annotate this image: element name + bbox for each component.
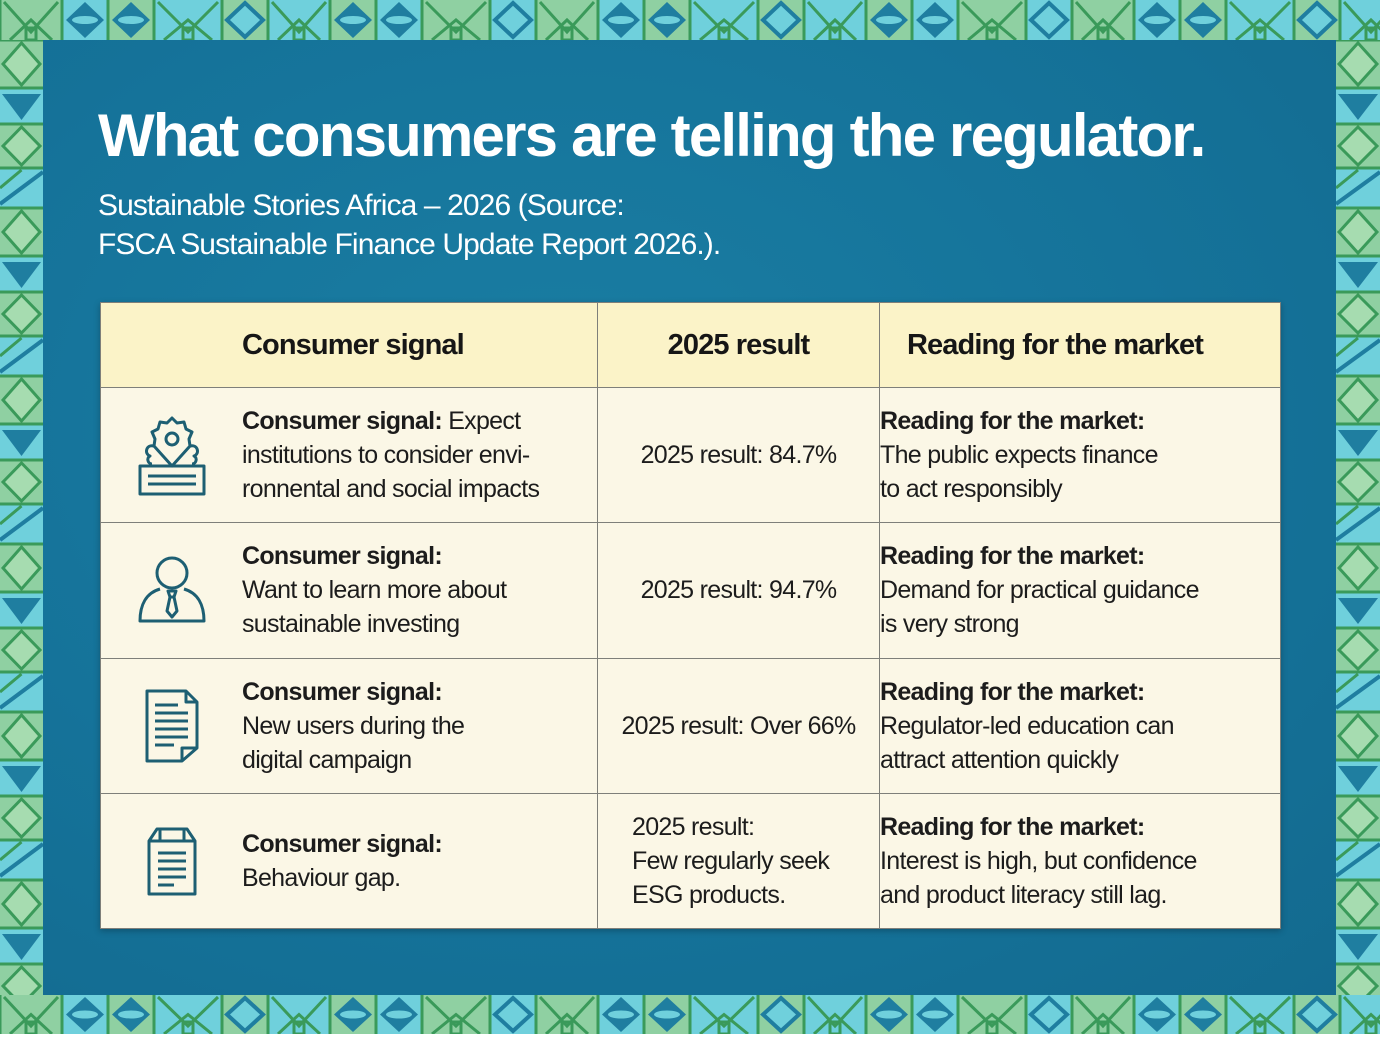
signal-line: Want to learn more about <box>242 576 507 605</box>
table-row: Consumer signal: Want to learn more abou… <box>100 522 1281 659</box>
page-title: What consumers are telling the regulator… <box>98 102 1206 169</box>
clipboard-icon <box>101 825 242 897</box>
page-subtitle: Sustainable Stories Africa – 2026 (Sourc… <box>98 186 721 264</box>
signal-label: Consumer signal: <box>242 407 443 436</box>
subtitle-line-2: FSCA Sustainable Finance Update Report 2… <box>98 228 721 261</box>
reading-cell: Reading for the market: Demand for pract… <box>879 522 1281 659</box>
institution-badge-icon <box>101 414 242 496</box>
person-tie-icon <box>101 555 242 625</box>
reading-label: Reading for the market: <box>880 407 1145 436</box>
signal-line: institutions to consider envi- <box>242 441 530 470</box>
signal-line: sustainable investing <box>242 610 460 639</box>
reading-label: Reading for the market: <box>880 812 1145 841</box>
reading-cell: Reading for the market: Interest is high… <box>879 792 1281 930</box>
reading-line: is very strong <box>880 610 1020 639</box>
signal-line: Behaviour gap. <box>242 863 401 892</box>
border-pattern-top <box>0 0 1380 40</box>
reading-line: attract attention quickly <box>880 745 1119 774</box>
reading-label: Reading for the market: <box>880 542 1145 571</box>
border-pattern-right <box>1336 40 1380 995</box>
reading-line: Regulator-led education can <box>880 711 1175 740</box>
subtitle-line-1: Sustainable Stories Africa – 2026 (Sourc… <box>98 189 625 222</box>
reading-line: The public expects finance <box>880 441 1159 470</box>
signal-line: digital campaign <box>242 745 412 774</box>
table-row: Consumer signal: Behaviour gap. 2025 res… <box>100 792 1281 930</box>
result-cell: 2025 result: Few regularly seek ESG prod… <box>597 792 880 930</box>
reading-line: to act responsibly <box>880 475 1063 504</box>
signal-cell: Consumer signal: New users during the di… <box>100 657 598 794</box>
result-cell: 2025 result: 84.7% <box>597 386 880 524</box>
signal-text-inline: Expect <box>441 407 521 436</box>
reading-line: and product literacy still lag. <box>880 880 1167 909</box>
signal-label: Consumer signal: <box>242 542 443 571</box>
border-pattern-bottom <box>0 995 1380 1034</box>
table-row: Consumer signal: New users during the di… <box>100 657 1281 794</box>
reading-cell: Reading for the market: The public expec… <box>879 386 1281 524</box>
table-row: Consumer signal: Expect institutions to … <box>100 386 1281 524</box>
signal-line: New users during the <box>242 711 465 740</box>
result-value: ESG products. <box>632 880 786 909</box>
result-cell: 2025 result: 94.7% <box>597 522 880 659</box>
signal-label: Consumer signal: <box>242 829 443 858</box>
consumer-signals-table: Consumer signal 2025 result Reading for … <box>100 302 1281 930</box>
reading-cell: Reading for the market: Regulator-led ed… <box>879 657 1281 794</box>
signal-line: ronnental and social impacts <box>242 475 540 504</box>
reading-line: Demand for practical guidance <box>880 576 1199 605</box>
result-value: 2025 result: 84.7% <box>640 441 838 470</box>
result-cell: 2025 result: Over 66% <box>597 657 880 794</box>
signal-cell: Consumer signal: Behaviour gap. <box>100 792 598 930</box>
reading-label: Reading for the market: <box>880 677 1145 706</box>
result-value: Few regularly seek <box>632 846 830 875</box>
document-icon <box>101 688 242 764</box>
reading-line: Interest is high, but confidence <box>880 846 1197 875</box>
column-header-2025-result: 2025 result <box>597 302 880 388</box>
result-value: 2025 result: 94.7% <box>640 576 838 605</box>
column-header-reading: Reading for the market <box>879 302 1281 388</box>
signal-label: Consumer signal: <box>242 677 443 706</box>
table-header-row: Consumer signal 2025 result Reading for … <box>100 302 1281 388</box>
border-pattern-left <box>0 40 43 995</box>
result-value: 2025 result: <box>632 812 755 841</box>
signal-cell: Consumer signal: Expect institutions to … <box>100 386 598 524</box>
signal-cell: Consumer signal: Want to learn more abou… <box>100 522 598 659</box>
column-header-consumer-signal: Consumer signal <box>100 302 598 388</box>
result-value: 2025 result: Over 66% <box>621 711 856 740</box>
